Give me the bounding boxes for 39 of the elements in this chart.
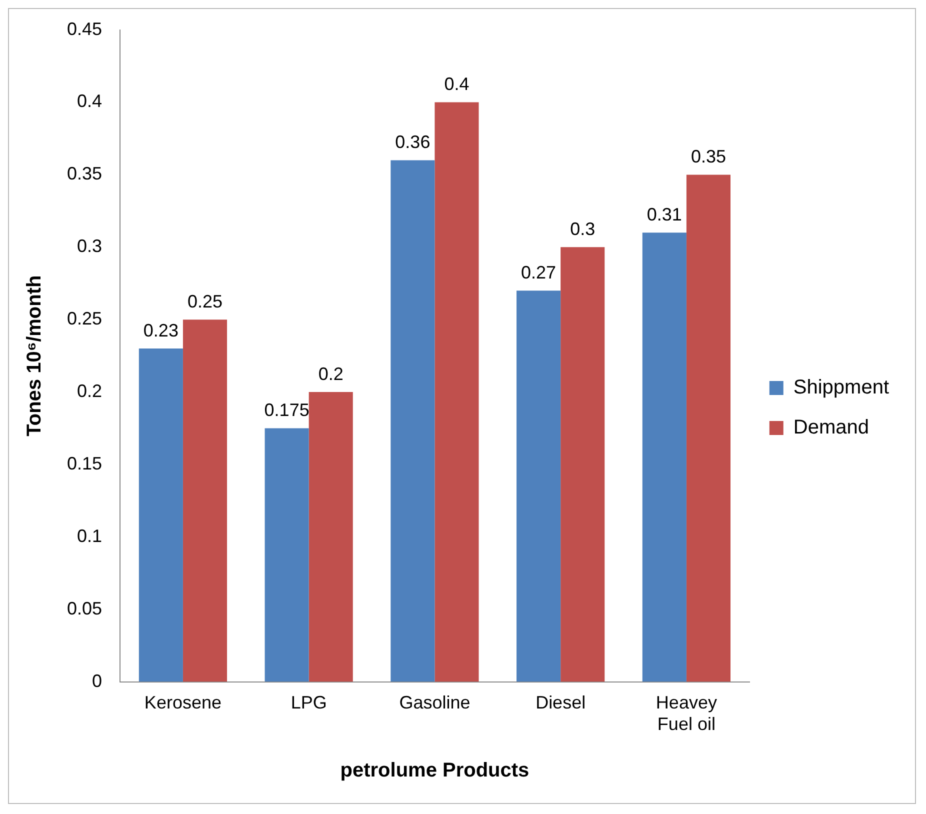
y-tick-label: 0 xyxy=(92,670,102,691)
bar xyxy=(390,160,435,682)
y-tick-label: 0.3 xyxy=(77,236,102,256)
bar xyxy=(308,392,353,682)
data-label: 0.35 xyxy=(690,146,726,167)
x-axis-title: petrolume Products xyxy=(340,760,530,782)
data-label: 0.36 xyxy=(395,132,430,152)
x-tick-label: LPG xyxy=(290,692,327,713)
data-label: 0.27 xyxy=(521,262,556,283)
legend-label: Shippment xyxy=(793,376,890,399)
data-label: 0.23 xyxy=(143,320,178,341)
bar xyxy=(138,348,183,682)
data-label: 0.25 xyxy=(187,292,223,312)
bar xyxy=(560,247,605,682)
legend-label: Demand xyxy=(793,416,869,439)
data-label: 0.175 xyxy=(264,400,310,420)
x-tick-label: Kerosene xyxy=(144,692,222,713)
x-tick-label: Diesel xyxy=(536,692,586,713)
x-tick-label: Heavey Fuel oil xyxy=(656,692,717,734)
y-tick-label: 0.15 xyxy=(66,453,102,474)
bar xyxy=(264,428,309,682)
y-axis-title: Tones 10⁶/month xyxy=(24,275,46,436)
y-tick-label: 0.2 xyxy=(77,380,102,401)
data-label: 0.4 xyxy=(444,74,470,94)
bar xyxy=(182,320,228,682)
data-label: 0.2 xyxy=(318,364,344,384)
bar xyxy=(686,174,731,682)
data-label: 0.3 xyxy=(570,219,596,240)
y-tick-label: 0.35 xyxy=(66,164,102,184)
data-label: 0.31 xyxy=(646,204,682,225)
y-tick-label: 0.1 xyxy=(77,526,102,546)
bar xyxy=(642,232,686,682)
y-tick-label: 0.45 xyxy=(66,18,102,39)
y-tick-label: 0.4 xyxy=(77,91,102,112)
bar xyxy=(516,290,561,682)
y-tick-label: 0.05 xyxy=(66,598,102,618)
y-tick-label: 0.25 xyxy=(66,308,102,329)
x-tick-label: Gasoline xyxy=(399,692,470,713)
bar xyxy=(434,102,479,682)
